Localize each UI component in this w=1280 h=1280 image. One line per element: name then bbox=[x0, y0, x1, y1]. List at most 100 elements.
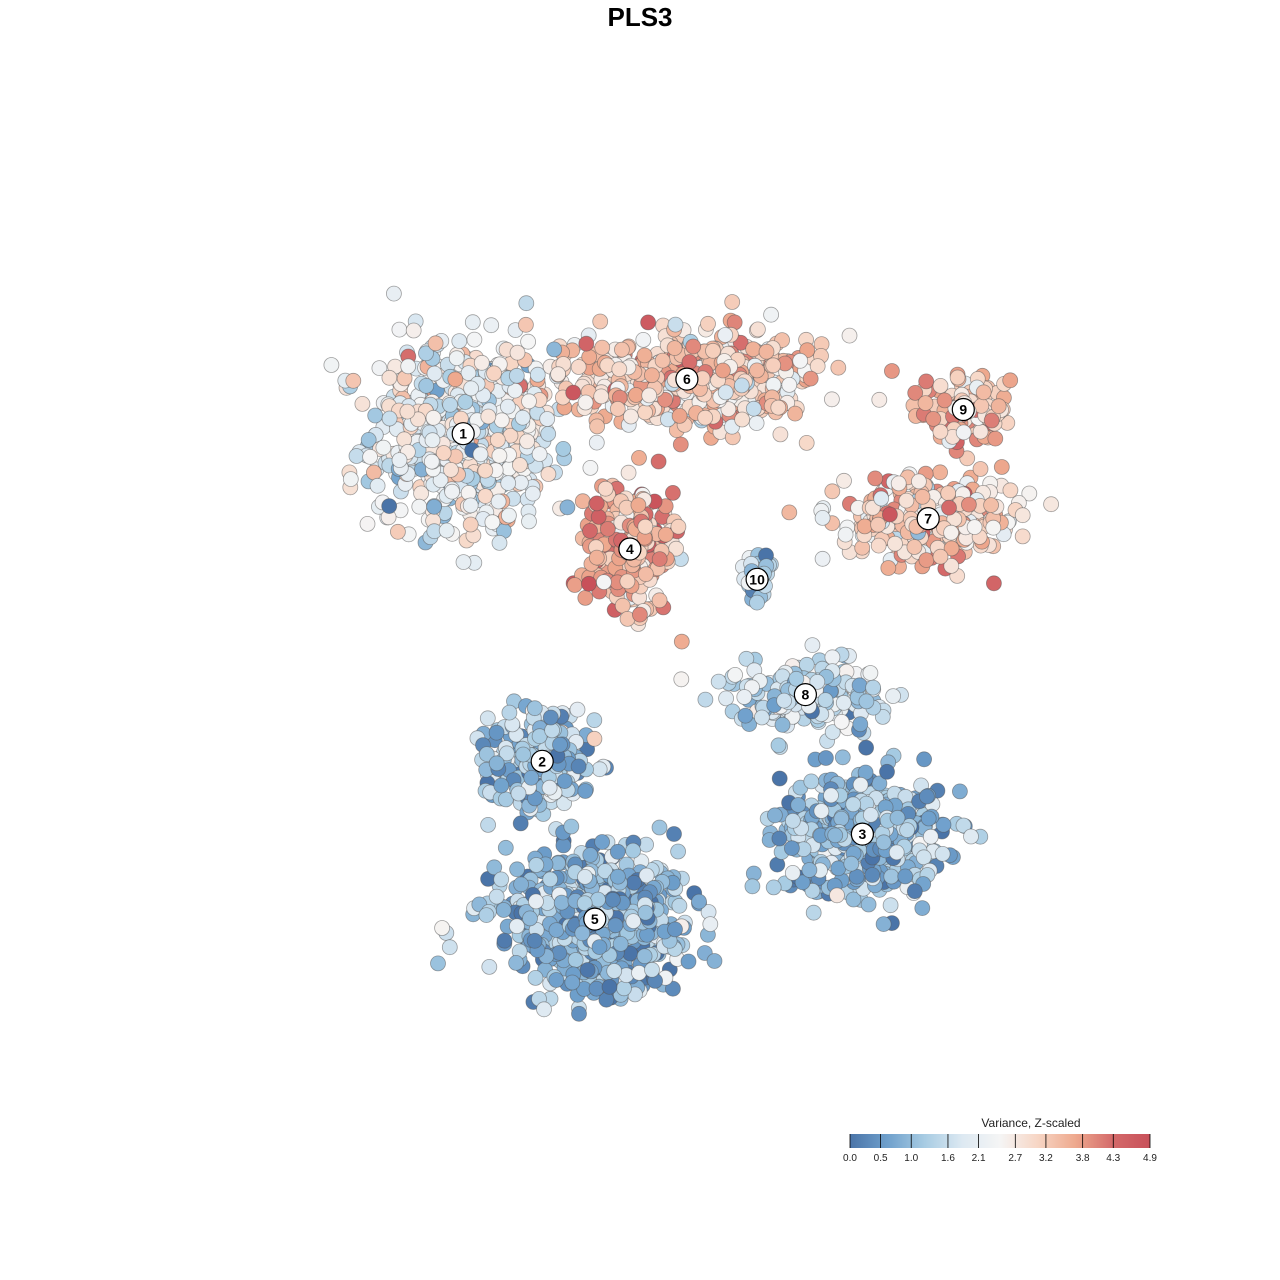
data-point bbox=[673, 633, 690, 650]
data-point bbox=[860, 896, 877, 913]
data-point bbox=[552, 736, 568, 753]
data-point bbox=[914, 900, 931, 916]
data-point bbox=[362, 448, 379, 465]
color-legend: Variance, Z-scaled 0.0 0.5 1.0 1.6 2.1 2.7 3.2… bbox=[843, 1116, 1157, 1164]
data-point bbox=[628, 387, 644, 403]
data-point bbox=[509, 344, 526, 361]
data-point bbox=[578, 335, 595, 352]
data-point bbox=[509, 918, 525, 935]
data-point bbox=[666, 340, 683, 357]
data-point bbox=[914, 488, 931, 505]
data-point bbox=[606, 963, 623, 979]
data-point bbox=[802, 370, 819, 387]
data-point bbox=[961, 496, 977, 513]
data-point bbox=[710, 673, 727, 690]
data-point bbox=[612, 936, 629, 952]
data-point bbox=[591, 939, 608, 955]
data-point bbox=[500, 507, 517, 524]
data-point bbox=[426, 498, 443, 515]
data-point bbox=[586, 730, 603, 747]
data-point bbox=[501, 704, 518, 721]
data-point bbox=[473, 354, 490, 371]
data-point bbox=[858, 693, 875, 710]
data-point bbox=[665, 980, 681, 997]
data-point bbox=[574, 925, 591, 942]
data-point bbox=[986, 575, 1002, 592]
data-point bbox=[491, 447, 508, 464]
data-point bbox=[657, 391, 673, 408]
data-point bbox=[620, 464, 637, 481]
data-point bbox=[858, 739, 874, 756]
data-point bbox=[391, 321, 408, 338]
data-point bbox=[681, 354, 698, 370]
data-point bbox=[518, 295, 535, 312]
data-point bbox=[592, 313, 609, 330]
data-point bbox=[907, 384, 924, 401]
data-point bbox=[700, 315, 716, 332]
data-point bbox=[809, 358, 826, 375]
data-point bbox=[884, 363, 900, 379]
data-point bbox=[499, 398, 516, 415]
data-point bbox=[447, 371, 464, 388]
data-point bbox=[478, 907, 495, 923]
data-point bbox=[882, 506, 898, 523]
data-point bbox=[955, 817, 972, 834]
data-point bbox=[771, 770, 788, 787]
data-point bbox=[626, 874, 642, 891]
cluster-label-text: 10 bbox=[749, 571, 765, 587]
data-point bbox=[432, 472, 449, 489]
data-point bbox=[771, 830, 788, 847]
data-point bbox=[898, 492, 915, 509]
data-point bbox=[823, 787, 839, 804]
data-point bbox=[490, 493, 507, 510]
data-point bbox=[385, 285, 402, 302]
data-point bbox=[862, 807, 879, 823]
cluster-labels-layer: 1 2 3 4 5 6 7 8 9 10 bbox=[451, 367, 975, 931]
data-point bbox=[472, 446, 489, 463]
data-point bbox=[637, 518, 654, 535]
data-point bbox=[1043, 496, 1059, 513]
data-point bbox=[833, 714, 850, 730]
data-point bbox=[671, 407, 688, 424]
data-point bbox=[518, 316, 534, 333]
data-point bbox=[873, 490, 890, 507]
data-point bbox=[582, 523, 598, 539]
data-point bbox=[770, 399, 787, 416]
data-point bbox=[787, 405, 803, 422]
cluster-label-5: 5 bbox=[583, 907, 607, 931]
data-point bbox=[588, 549, 605, 566]
data-point bbox=[371, 360, 388, 377]
data-point bbox=[477, 462, 494, 479]
data-point bbox=[745, 341, 761, 358]
data-point bbox=[875, 834, 892, 851]
data-point bbox=[566, 577, 583, 593]
data-point bbox=[963, 828, 979, 845]
data-point bbox=[665, 484, 681, 501]
data-point bbox=[539, 411, 556, 427]
data-point bbox=[466, 331, 483, 348]
legend-tick-label: 3.2 bbox=[1039, 1153, 1053, 1164]
data-point bbox=[497, 839, 514, 856]
data-point bbox=[548, 972, 565, 988]
data-point bbox=[776, 692, 792, 709]
data-point bbox=[493, 412, 510, 429]
data-point bbox=[590, 891, 606, 908]
data-point bbox=[524, 485, 541, 502]
data-point bbox=[871, 391, 888, 408]
data-point bbox=[685, 338, 702, 355]
data-point bbox=[381, 369, 398, 386]
data-point bbox=[486, 365, 502, 382]
data-point bbox=[922, 828, 939, 845]
data-point bbox=[441, 939, 458, 956]
data-point bbox=[488, 724, 505, 741]
data-point bbox=[774, 716, 791, 733]
data-point bbox=[515, 746, 532, 763]
data-point bbox=[427, 335, 444, 352]
data-point bbox=[540, 425, 557, 442]
data-point bbox=[607, 917, 624, 934]
data-point bbox=[888, 844, 905, 861]
data-point bbox=[609, 843, 626, 860]
data-point bbox=[784, 865, 801, 881]
data-point bbox=[887, 535, 903, 552]
data-point bbox=[601, 979, 618, 995]
